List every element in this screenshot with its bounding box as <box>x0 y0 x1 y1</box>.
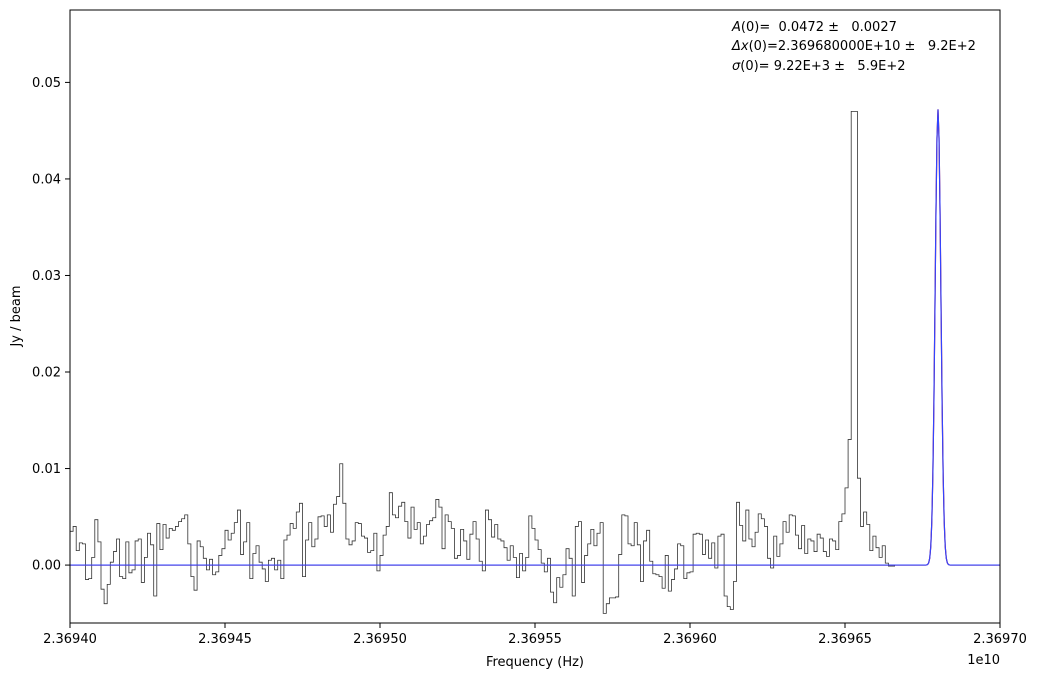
x-offset-label: 1e10 <box>967 653 1000 668</box>
x-tick-label: 2.36950 <box>353 632 407 647</box>
fit-center-annotation: Δx(0)=2.369680000E+10 ± 9.2E+2 <box>731 39 976 54</box>
gaussian-fit-series <box>70 109 1000 566</box>
fit-sigma-annotation: σ(0)= 9.22E+3 ± 5.9E+2 <box>732 59 906 74</box>
data-layer <box>70 109 1000 614</box>
x-tick-label: 2.36940 <box>43 632 97 647</box>
plot-area <box>70 10 1000 623</box>
fit-annotation: A(0)= 0.0472 ± 0.0027 Δx(0)=2.369680000E… <box>731 20 976 74</box>
y-tick-label: 0.03 <box>32 269 61 284</box>
y-tick-label: 0.04 <box>32 172 61 187</box>
x-axis: 2.36940 2.36945 2.36950 2.36955 2.36960 2.369… <box>43 623 1027 647</box>
x-tick-label: 2.36945 <box>198 632 252 647</box>
fit-amplitude-annotation: A(0)= 0.0472 ± 0.0027 <box>731 20 897 35</box>
y-tick-label: 0.02 <box>32 366 61 381</box>
y-tick-label: 0.01 <box>32 462 61 477</box>
x-tick-label: 2.36970 <box>973 632 1027 647</box>
y-axis-label: Jy / beam <box>9 285 24 347</box>
x-axis-label: Frequency (Hz) <box>486 655 584 670</box>
spectrum-series <box>70 110 911 614</box>
plot-background <box>70 10 1000 623</box>
x-tick-label: 2.36965 <box>818 632 872 647</box>
y-axis: 0.00 0.01 0.02 0.03 0.04 0.05 <box>32 76 70 574</box>
y-tick-label: 0.00 <box>32 559 61 574</box>
x-tick-label: 2.36955 <box>508 632 562 647</box>
y-tick-label: 0.05 <box>32 76 61 91</box>
x-tick-label: 2.36960 <box>663 632 717 647</box>
